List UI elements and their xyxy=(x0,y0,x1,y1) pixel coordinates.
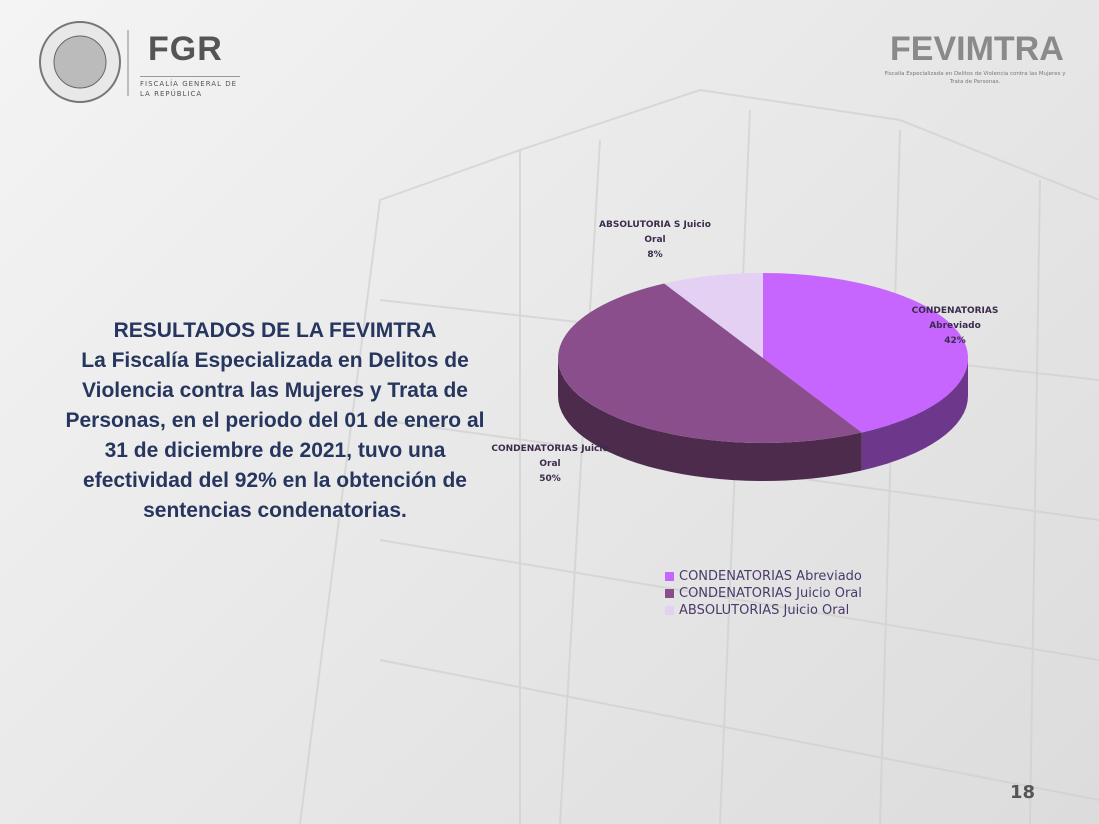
legend-label: CONDENATORIAS Juicio Oral xyxy=(679,586,862,601)
legend: CONDENATORIAS Abreviado CONDENATORIAS Jui… xyxy=(665,568,862,619)
page-number: 18 xyxy=(1010,782,1035,803)
pie-chart xyxy=(0,0,1099,824)
legend-label: CONDENATORIAS Abreviado xyxy=(679,569,862,584)
legend-swatch xyxy=(665,606,674,615)
slice-label-name: ABSOLUTORIA S Juicio Oral xyxy=(590,218,720,248)
slice-label-value: 8% xyxy=(590,248,720,263)
legend-swatch xyxy=(665,589,674,598)
slide: FGR FISCALÍA GENERAL DE LA REPÚBLICA FEV… xyxy=(0,0,1099,824)
legend-swatch xyxy=(665,572,674,581)
legend-label: ABSOLUTORIAS Juicio Oral xyxy=(679,603,849,618)
slice-label-value: 42% xyxy=(890,334,1020,349)
slice-label-name: CONDENATORIAS Abreviado xyxy=(890,304,1020,334)
slice-label-value: 50% xyxy=(485,472,615,487)
slice-label-name: CONDENATORIAS Juicio Oral xyxy=(485,442,615,472)
legend-item: CONDENATORIAS Juicio Oral xyxy=(665,585,862,602)
legend-item: CONDENATORIAS Abreviado xyxy=(665,568,862,585)
legend-item: ABSOLUTORIAS Juicio Oral xyxy=(665,602,862,619)
